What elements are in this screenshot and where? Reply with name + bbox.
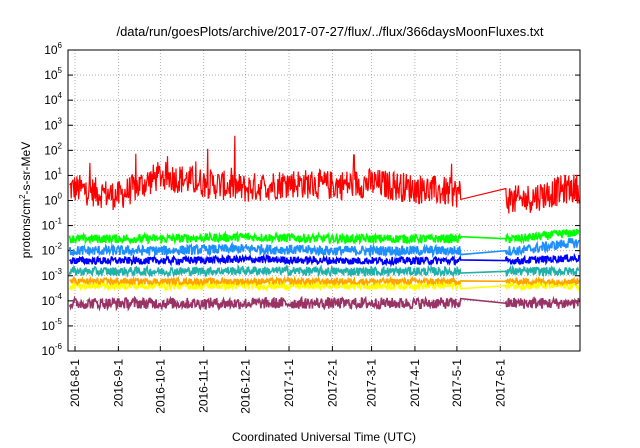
y-tick-exp: 2 [58, 141, 63, 150]
y-tick-label: 100 [44, 192, 62, 208]
y-tick-label: 105 [44, 66, 62, 82]
y-tick-base: 10 [44, 194, 58, 208]
y-tick-exp: -3 [55, 267, 63, 276]
y-tick-label: 10-3 [42, 267, 63, 283]
x-tick-label: 2016-10-1 [153, 359, 167, 414]
x-tick-label: 2017-5-1 [450, 359, 464, 407]
chart-title: /data/run/goesPlots/archive/2017-07-27/f… [116, 24, 543, 39]
y-tick-label: 10-2 [42, 242, 63, 258]
y-tick-exp: -5 [55, 317, 63, 326]
x-tick-label: 2017-4-1 [408, 359, 422, 407]
y-tick-base: 10 [44, 93, 58, 107]
y-tick-label: 10-1 [42, 217, 63, 233]
series-line-8 [68, 295, 580, 312]
y-tick-base: 10 [42, 344, 56, 358]
y-tick-label: 10-4 [42, 292, 63, 308]
y-tick-exp: 3 [58, 116, 63, 125]
series-group [68, 135, 580, 312]
y-tick-base: 10 [44, 143, 58, 157]
y-tick-base: 10 [44, 168, 58, 182]
y-axis-label-sup: 2 [18, 194, 27, 199]
series-line-2 [68, 228, 580, 246]
x-tick-label: 2016-12-1 [239, 359, 253, 414]
y-tick-exp: -2 [55, 242, 63, 251]
series-line-6 [68, 279, 580, 293]
y-tick-label: 10-5 [42, 317, 63, 333]
y-tick-label: 106 [44, 41, 62, 57]
y-tick-base: 10 [44, 68, 58, 82]
x-tick-label: 2017-3-1 [365, 359, 379, 407]
x-tick-label: 2016-9-1 [111, 359, 125, 407]
y-tick-labels: 10-610-510-410-310-210-11001011021031041… [42, 41, 63, 358]
plot-frame [67, 49, 581, 352]
x-tick-label: 2017-1-1 [282, 359, 296, 407]
y-tick-label: 102 [44, 141, 62, 157]
y-tick-exp: 5 [58, 66, 63, 75]
x-axis-label: Coordinated Universal Time (UTC) [232, 430, 416, 444]
series-line-3 [68, 237, 580, 259]
x-tick-label: 2017-6-1 [493, 359, 507, 407]
y-tick-label: 10-6 [42, 342, 63, 358]
y-tick-label: 104 [44, 91, 62, 107]
y-tick-label: 103 [44, 116, 62, 132]
y-tick-base: 10 [42, 319, 56, 333]
y-tick-exp: 6 [58, 41, 63, 50]
y-tick-base: 10 [42, 219, 56, 233]
x-tick-label: 2016-11-1 [197, 359, 211, 413]
x-tick-label: 2017-2-1 [325, 359, 339, 407]
y-axis-label-pre: protons/cm [19, 199, 33, 258]
y-tick-label: 101 [44, 166, 62, 182]
y-axis-label: protons/cm2-s-sr-MeV [18, 142, 33, 258]
series-line-5 [68, 263, 580, 279]
y-tick-exp: 0 [58, 192, 63, 201]
series-line-4 [68, 252, 580, 268]
y-tick-exp: -1 [55, 217, 63, 226]
y-tick-exp: 1 [58, 166, 63, 175]
y-tick-base: 10 [44, 118, 58, 132]
series-line-7 [69, 275, 580, 288]
y-tick-base: 10 [44, 43, 58, 57]
y-tick-base: 10 [42, 244, 56, 258]
series-line-1 [69, 135, 580, 214]
y-tick-base: 10 [42, 269, 56, 283]
y-tick-exp: -4 [55, 292, 63, 301]
y-tick-base: 10 [42, 294, 56, 308]
x-tick-labels: 2016-8-1 2016-9-1 2016-10-1 2016-11-1 2016-1… [68, 359, 507, 414]
y-axis-label-post: -s-sr-MeV [19, 142, 33, 195]
x-tick-label: 2016-8-1 [68, 359, 82, 407]
y-tick-exp: -6 [55, 342, 63, 351]
y-tick-exp: 4 [58, 91, 63, 100]
